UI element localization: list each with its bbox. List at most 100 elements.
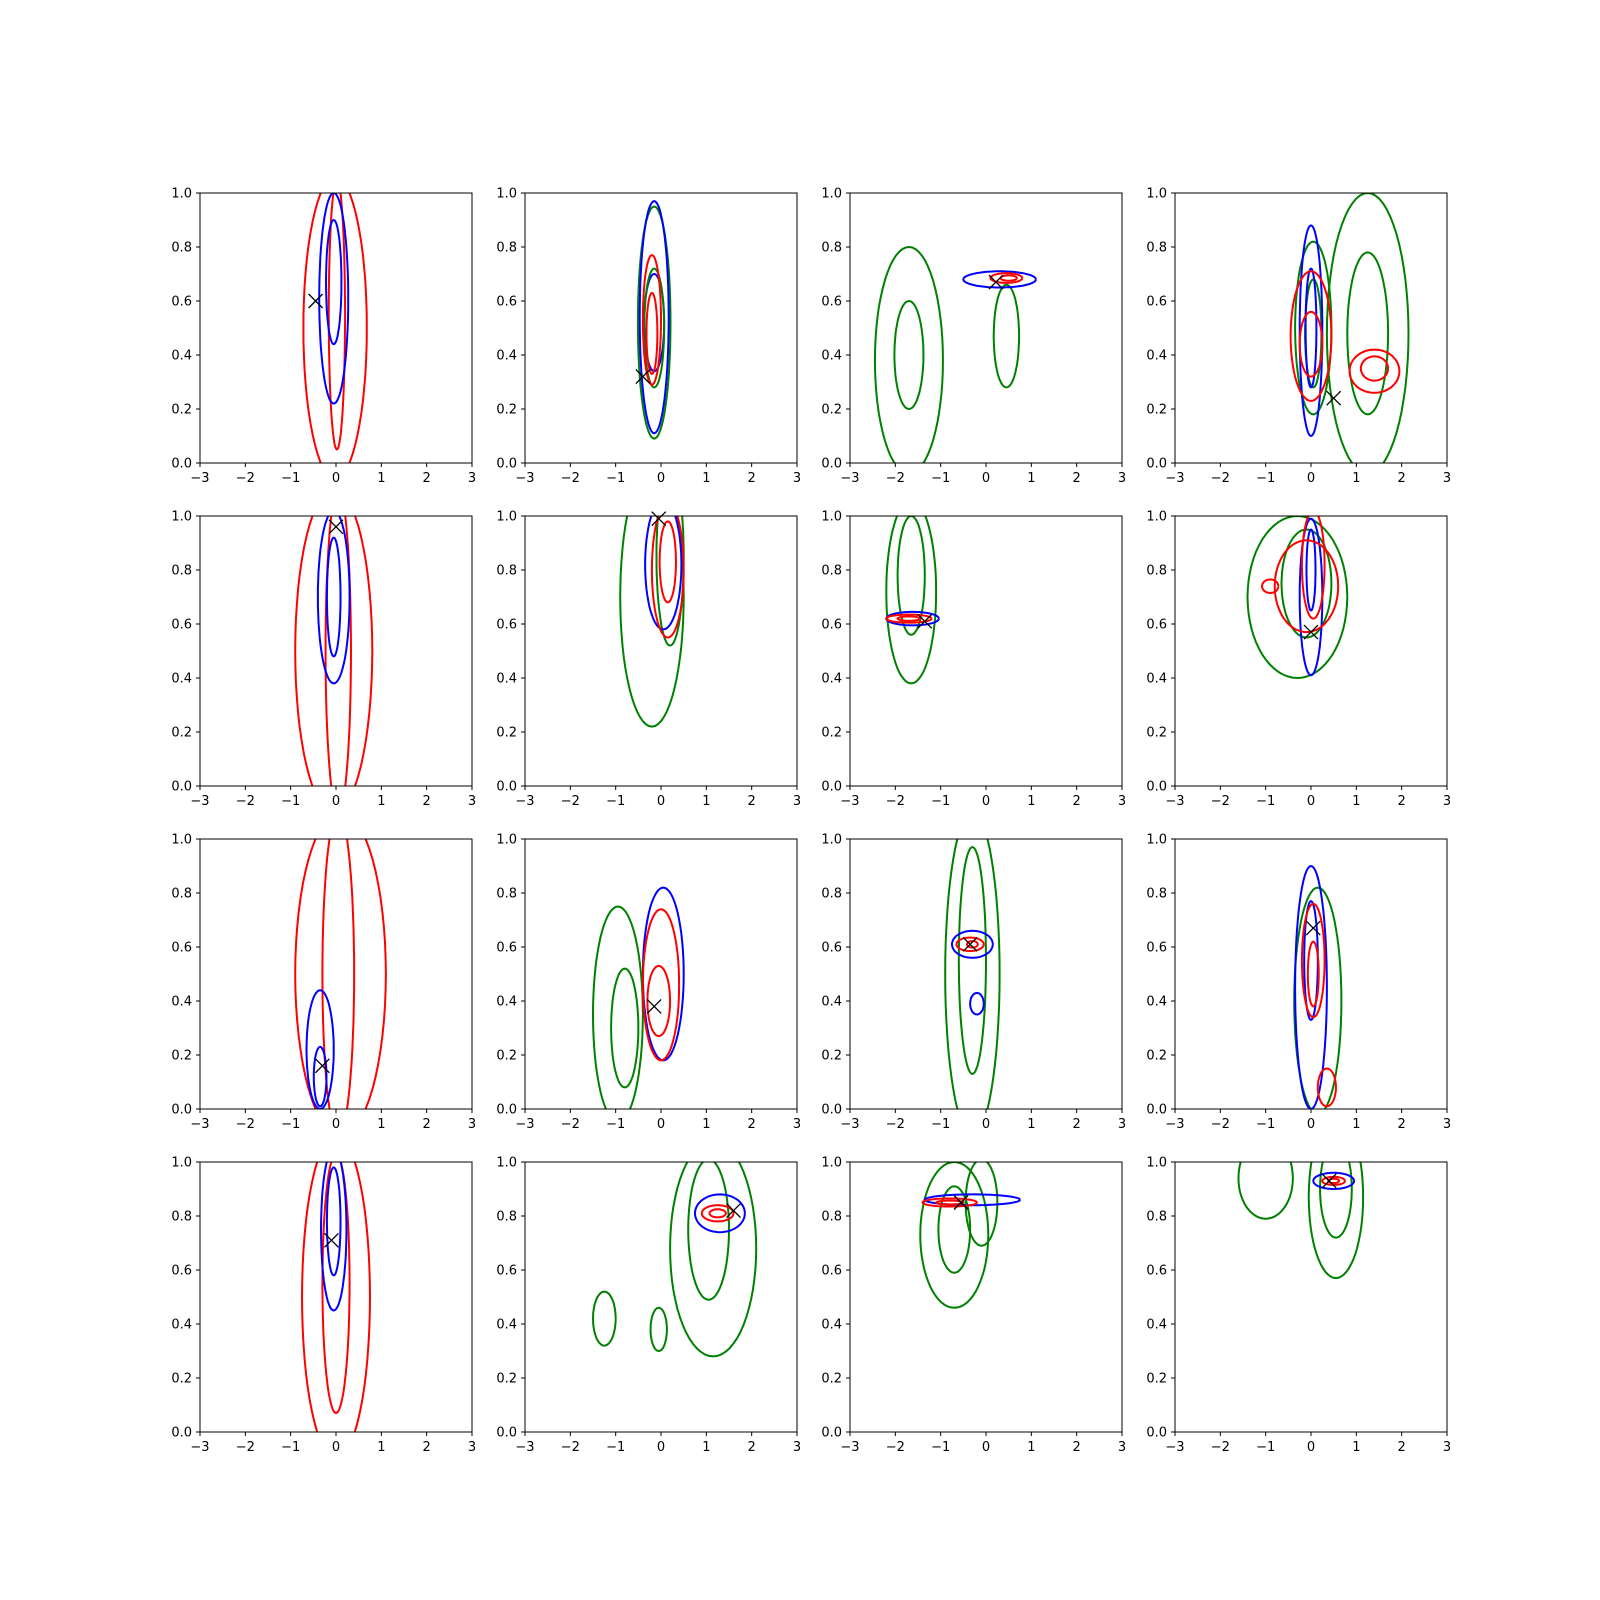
y-tick-label: 1.0: [1146, 1156, 1167, 1171]
x-tick-label: 3: [1443, 471, 1451, 486]
red-contour-9: [1348, 348, 1401, 394]
y-tick-label: 0.4: [171, 995, 192, 1010]
x-tick-label: 3: [468, 794, 476, 809]
x-tick-label: −2: [236, 1440, 255, 1455]
x-tick-label: −1: [606, 794, 625, 809]
y-tick-label: 0.0: [1146, 1103, 1167, 1118]
red-contour-4: [641, 908, 681, 1062]
axes-frame: [1174, 515, 1448, 787]
blue-contour-5: [1298, 224, 1324, 437]
y-tick-label: 0.6: [496, 618, 517, 633]
x-tick-label: 2: [1073, 794, 1081, 809]
y-tick-label: 0.0: [821, 457, 842, 472]
subplot-4-3: −3 −2 −1 0 1 2 3 0.0 0.2 0.4 0.6 0.8 1.0: [821, 1156, 1126, 1456]
x-tick-label: −1: [606, 1117, 625, 1132]
x-tick-label: 2: [1398, 1117, 1406, 1132]
subplot-4-1: −3 −2 −1 0 1 2 3 0.0 0.2 0.4 0.6 0.8 1.0: [171, 1156, 476, 1456]
red-contour-10: [1359, 355, 1390, 382]
contour-layer: [885, 516, 940, 685]
x-tick-label: 1: [377, 1440, 385, 1455]
red-contour-5: [1321, 1175, 1346, 1186]
x-marker: [646, 998, 662, 1014]
subplot-2-3: −3 −2 −1 0 1 2 3 0.0 0.2 0.4 0.6 0.8 1.0: [821, 510, 1126, 810]
y-tick-label: 0.2: [821, 403, 842, 418]
y-tick-label: 0.4: [1146, 1318, 1167, 1333]
y-tick-label: 0.6: [1146, 1264, 1167, 1279]
red-contour-2: [327, 193, 347, 451]
x-marker: [635, 369, 651, 385]
x-tick-label: −2: [1211, 1440, 1230, 1455]
y-tick-label: 0.4: [1146, 995, 1167, 1010]
x-tick-label: −1: [281, 794, 300, 809]
x-tick-label: 0: [657, 1117, 665, 1132]
y-tick-label: 0.8: [171, 241, 192, 256]
y-tick-label: 0.8: [496, 241, 517, 256]
x-marker: [324, 1232, 339, 1248]
x-tick-label: −1: [931, 471, 950, 486]
x-marker: [917, 613, 933, 629]
x-tick-label: −3: [190, 1117, 209, 1132]
axes-frame: [849, 515, 1123, 787]
x-marker: [314, 1058, 330, 1074]
x-tick-label: 2: [748, 1117, 756, 1132]
x-marker: [651, 511, 667, 527]
axes-frame: [199, 1161, 473, 1433]
x-tick-label: −2: [886, 1117, 905, 1132]
subplot-3-2: −3 −2 −1 0 1 2 3 0.0 0.2 0.4 0.6 0.8 1.0: [496, 833, 801, 1133]
red-contour-5: [1273, 539, 1340, 634]
x-tick-label: −1: [606, 1440, 625, 1455]
y-tick-label: 0.6: [496, 1264, 517, 1279]
y-tick-label: 0.2: [496, 1372, 517, 1387]
contour-layer: [919, 1162, 1021, 1309]
y-tick-label: 1.0: [821, 833, 842, 848]
red-contour-7: [708, 1208, 727, 1219]
x-tick-label: 1: [1027, 1440, 1035, 1455]
x-tick-label: 0: [1307, 1440, 1315, 1455]
x-tick-label: 2: [1073, 471, 1081, 486]
x-marker: [328, 519, 344, 535]
subplot-1-2: −3 −2 −1 0 1 2 3 0.0 0.2 0.4 0.6 0.8 1.0: [496, 187, 801, 487]
axes-frame: [1174, 192, 1448, 464]
y-tick-label: 0.6: [821, 1264, 842, 1279]
x-tick-label: 3: [468, 1117, 476, 1132]
subplot-1-3: −3 −2 −1 0 1 2 3 0.0 0.2 0.4 0.6 0.8 1.0: [821, 187, 1126, 487]
x-tick-label: −1: [281, 471, 300, 486]
x-tick-label: −3: [840, 1117, 859, 1132]
x-tick-label: −2: [1211, 794, 1230, 809]
red-contour-6: [1261, 578, 1280, 594]
y-tick-label: 0.0: [496, 1103, 517, 1118]
x-tick-label: 3: [1443, 794, 1451, 809]
contour-layer: [1246, 516, 1349, 679]
x-tick-label: 0: [332, 1440, 340, 1455]
blue-contour-3: [305, 989, 335, 1109]
y-tick-label: 0.8: [496, 887, 517, 902]
y-tick-label: 0.0: [821, 780, 842, 795]
y-tick-label: 0.6: [1146, 941, 1167, 956]
x-tick-label: 3: [793, 1440, 801, 1455]
x-tick-label: −1: [1256, 1117, 1275, 1132]
subplot-3-3: −3 −2 −1 0 1 2 3 0.0 0.2 0.4 0.6 0.8 1.0: [821, 833, 1126, 1133]
blue-contour-3: [951, 929, 994, 959]
subplot-1-1: −3 −2 −1 0 1 2 3 0.0 0.2 0.4 0.6 0.8 1.0: [171, 187, 476, 487]
x-marker: [1305, 920, 1321, 936]
red-contour-6: [1327, 1177, 1341, 1185]
y-tick-label: 1.0: [821, 187, 842, 202]
y-tick-label: 1.0: [821, 1156, 842, 1171]
green-contour-3: [1325, 193, 1410, 463]
red-contour-8: [1298, 310, 1324, 378]
y-tick-label: 0.2: [171, 1049, 192, 1064]
x-tick-label: −2: [1211, 471, 1230, 486]
x-tick-label: 1: [377, 1117, 385, 1132]
y-tick-label: 1.0: [171, 833, 192, 848]
x-tick-label: 2: [748, 471, 756, 486]
green-contour-1: [592, 905, 644, 1109]
red-contour-5: [896, 615, 922, 622]
axes-frame: [524, 515, 798, 787]
x-tick-label: 2: [1073, 1440, 1081, 1455]
red-contour-1: [294, 839, 387, 1109]
x-marker: [962, 936, 978, 952]
green-contour-2: [893, 300, 925, 410]
x-marker: [726, 1203, 741, 1219]
x-tick-label: 3: [1118, 794, 1126, 809]
y-tick-label: 0.0: [496, 457, 517, 472]
